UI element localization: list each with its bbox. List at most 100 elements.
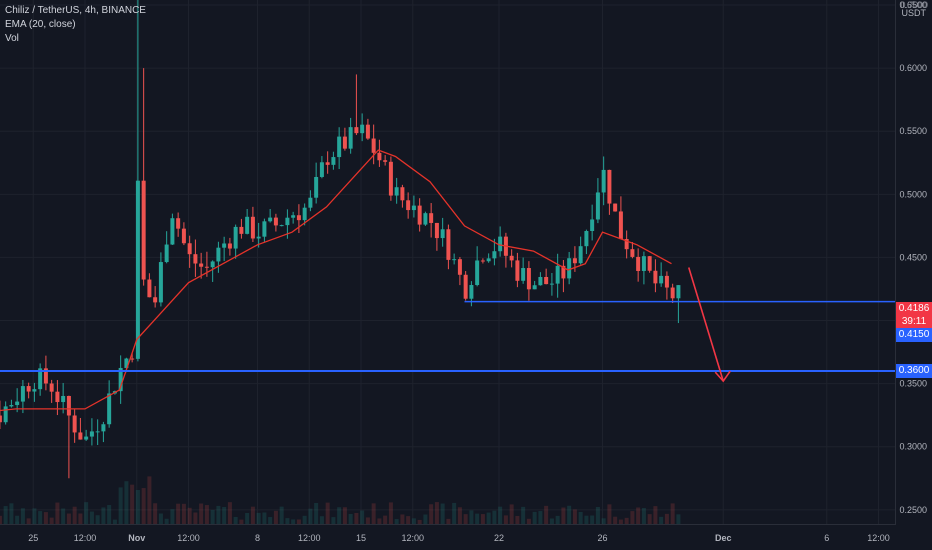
volume-bar (216, 505, 221, 524)
candle-body (567, 258, 572, 279)
symbol-title[interactable]: Chiliz / TetherUS, 4h, BINANCE (5, 5, 146, 16)
candle-body (423, 213, 428, 225)
candle-body (480, 260, 485, 262)
volume-bar (653, 506, 658, 524)
volume-bar (55, 502, 60, 524)
volume-bar (440, 503, 445, 524)
candle-body (659, 275, 664, 284)
candle-body (101, 424, 106, 432)
volume-bar (227, 502, 232, 524)
candle-body (325, 162, 330, 165)
y-tick-label: 0.2500 (899, 505, 927, 515)
volume-bar (555, 515, 560, 524)
arrow-head (714, 370, 731, 383)
candle-body (153, 297, 158, 303)
x-tick-label: 15 (356, 533, 366, 543)
down-arrow-annotation[interactable] (687, 267, 731, 383)
volume-bar (147, 476, 152, 524)
volume-bar (377, 518, 382, 524)
volume-bar (325, 502, 330, 524)
candle-body (595, 192, 600, 220)
candle-body (664, 275, 669, 288)
volume-bar (319, 516, 324, 524)
volume-bar (423, 514, 428, 524)
volume-bar (124, 481, 129, 524)
candle-body (371, 138, 376, 153)
volume-bar (135, 489, 140, 524)
volume-bar (250, 506, 255, 524)
volume-bar (89, 511, 94, 524)
volume-bar (515, 515, 520, 524)
volume-bar (411, 518, 416, 524)
candle-body (262, 221, 267, 237)
candle-body (291, 215, 296, 218)
candle-body (181, 228, 186, 244)
volume-bar (676, 514, 681, 524)
candle-body (61, 395, 66, 403)
candle-body (452, 259, 457, 261)
candle-body (377, 152, 382, 161)
countdown-tag: 39:11 (896, 315, 932, 329)
candle-body (279, 225, 284, 227)
volume-bar (509, 504, 514, 524)
candle-body (285, 217, 290, 226)
candle-body (463, 274, 468, 299)
volume-indicator-label[interactable]: Vol (5, 33, 19, 44)
chart-legend: Chiliz / TetherUS, 4h, BINANCE EMA (20, … (5, 4, 146, 46)
volume-bar (3, 506, 8, 524)
volume-bar (584, 515, 589, 524)
volume-bar (199, 503, 204, 524)
candle-body (544, 276, 549, 285)
candle-body (319, 162, 324, 177)
ema-indicator-label[interactable]: EMA (20, close) (5, 19, 76, 30)
volume-bar (394, 519, 399, 524)
volume-bar (170, 509, 175, 524)
y-axis-currency: USDT (902, 8, 927, 18)
volume-bar (400, 514, 405, 524)
volume-bar (348, 513, 353, 524)
candle-body (118, 367, 123, 392)
volume-bar (279, 506, 284, 524)
volume-bar (141, 488, 146, 524)
volume-bar (296, 519, 301, 524)
candle-body (509, 255, 514, 261)
candle-body (515, 260, 520, 281)
candle-body (578, 246, 583, 264)
candle-body (130, 358, 135, 360)
candle-body (250, 216, 255, 239)
volume-bar (469, 510, 474, 524)
volume-bar (210, 510, 215, 524)
volume-bar (342, 507, 347, 524)
volume-bar (15, 515, 20, 524)
volume-bar (383, 515, 388, 524)
candle-body (55, 391, 60, 403)
candle-body (0, 415, 2, 423)
volume-bar (187, 507, 192, 524)
candle-body (164, 244, 169, 263)
last-price-tag: 0.4186 (896, 302, 932, 316)
candle-body (342, 136, 347, 149)
volume-bar (664, 513, 669, 524)
candle-body (676, 285, 681, 299)
volume-bar (0, 515, 2, 524)
candle-body (20, 386, 25, 402)
volume-bar (371, 503, 376, 524)
volume-bar (532, 511, 537, 524)
volume-bar (618, 519, 623, 524)
x-tick-label: 12:00 (74, 533, 97, 543)
volume-bar (337, 507, 342, 524)
candle-body (653, 270, 658, 284)
candle-body (204, 266, 209, 268)
candle-body (199, 263, 204, 267)
x-tick-label: 12:00 (401, 533, 424, 543)
candle-body (348, 127, 353, 149)
x-tick-label: 26 (597, 533, 607, 543)
candle-body (417, 205, 422, 225)
volume-bar (78, 513, 83, 524)
volume-bar (463, 514, 468, 524)
volume-bar (164, 518, 169, 524)
candle-body (354, 127, 359, 134)
x-tick-label: Dec (715, 533, 732, 543)
volume-bar (521, 506, 526, 524)
